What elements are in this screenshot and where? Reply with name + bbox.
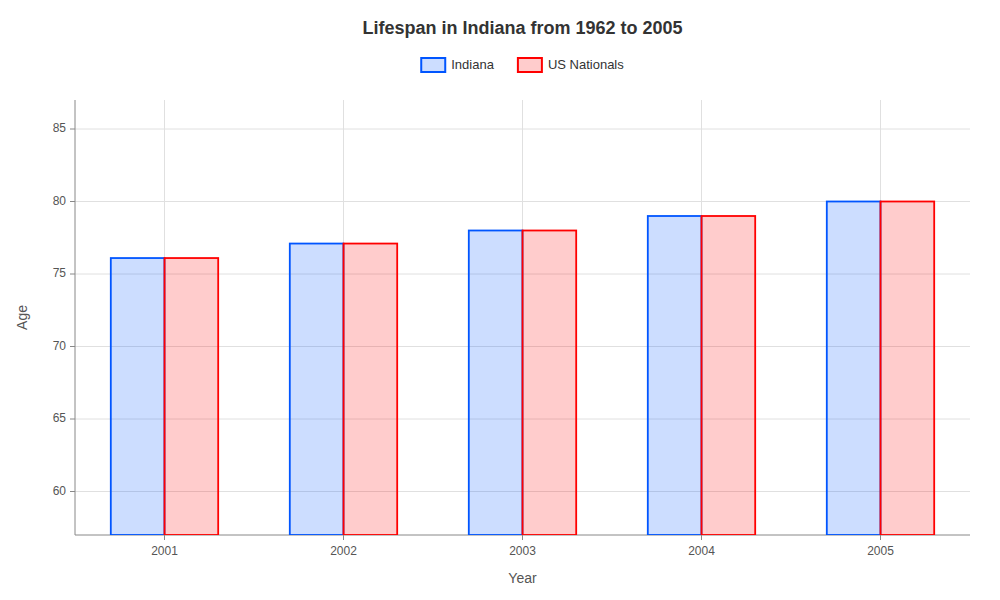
x-tick-label: 2005 [867,544,894,558]
legend-swatch [518,58,542,72]
y-tick-label: 60 [53,484,67,498]
y-axis-line [75,100,76,535]
chart-svg: 60 65 70 75 80 85 2001 2002 2003 2004 2005 Year Age L… [0,0,1000,600]
x-tick-label: 2003 [509,544,536,558]
bars [111,202,934,536]
y-tick [70,274,75,275]
y-tick [70,346,75,347]
bar [469,231,523,536]
x-tick [880,535,881,540]
y-tick-label: 75 [53,266,67,280]
x-tick [701,535,702,540]
y-tick [70,419,75,420]
chart-container: 60 65 70 75 80 85 2001 2002 2003 2004 2005 Year Age L… [0,0,1000,600]
x-tick-label: 2001 [151,544,178,558]
legend: Indiana US Nationals [421,57,624,72]
y-tick-label: 65 [53,411,67,425]
x-axis-label: Year [508,570,537,586]
legend-item: Indiana [421,57,494,72]
bar [881,202,935,536]
chart-title: Lifespan in Indiana from 1962 to 2005 [362,18,682,38]
y-tick-label: 70 [53,339,67,353]
bar [290,244,344,535]
bar [648,216,702,535]
legend-swatch [421,58,445,72]
legend-label: US Nationals [548,57,624,72]
bar [111,258,165,535]
bar [827,202,881,536]
x-tick [164,535,165,540]
plot-area: 60 65 70 75 80 85 2001 2002 2003 2004 2005 Year Age [14,100,970,586]
x-tick [522,535,523,540]
y-tick [70,201,75,202]
bar [165,258,219,535]
y-tick [70,491,75,492]
legend-label: Indiana [451,57,494,72]
legend-item: US Nationals [518,57,624,72]
x-tick-label: 2004 [688,544,715,558]
y-tick-label: 80 [53,194,67,208]
bar [702,216,756,535]
bar [344,244,398,535]
y-tick-label: 85 [53,121,67,135]
x-tick [343,535,344,540]
y-tick [70,129,75,130]
x-tick-label: 2002 [330,544,357,558]
bar [523,231,577,536]
y-axis-label: Age [14,305,30,330]
